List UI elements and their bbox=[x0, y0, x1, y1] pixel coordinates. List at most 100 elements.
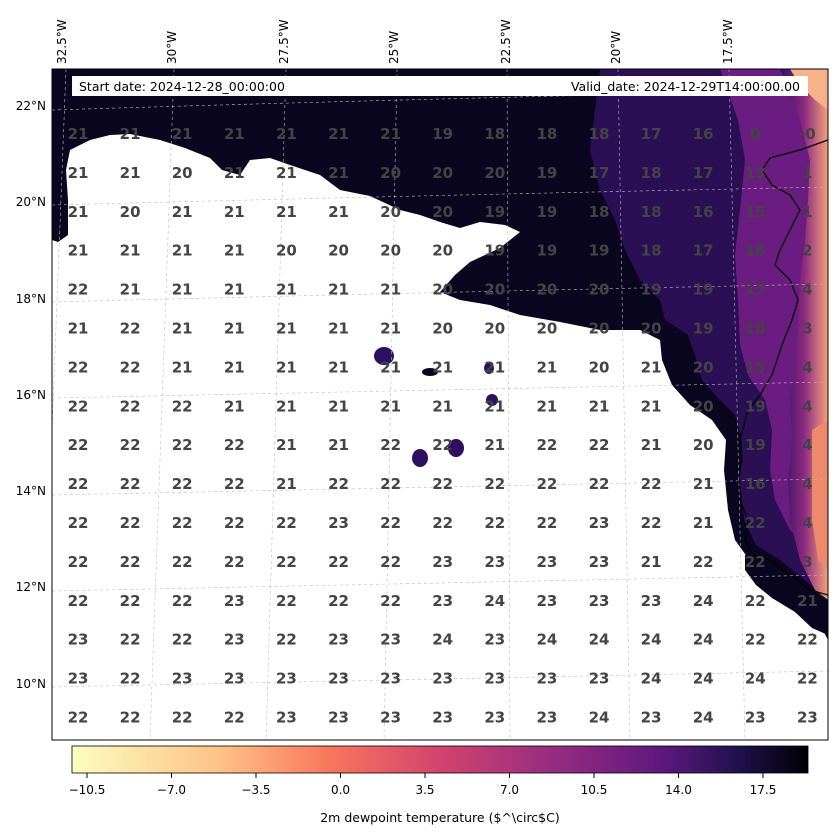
grid-value-label: 3 bbox=[802, 553, 812, 571]
grid-value-label: -0 bbox=[799, 125, 816, 143]
grid-value-label: 23 bbox=[536, 553, 557, 571]
grid-value-label: 19 bbox=[536, 242, 557, 260]
colorbar-tick-label: −7.0 bbox=[157, 783, 186, 797]
grid-value-label: 24 bbox=[432, 631, 453, 649]
colorbar-tick-label: 17.5 bbox=[750, 783, 777, 797]
grid-value-label: 18 bbox=[536, 125, 557, 143]
gridlines bbox=[52, 69, 828, 740]
grid-value-label: 23 bbox=[172, 670, 193, 688]
grid-value-label: 24 bbox=[693, 709, 714, 727]
grid-value-label: 22 bbox=[120, 475, 141, 493]
grid-value-label: 19 bbox=[432, 125, 453, 143]
grid-value-label: 23 bbox=[380, 631, 401, 649]
grid-value-label: 21 bbox=[328, 397, 349, 415]
grid-value-label: 22 bbox=[120, 358, 141, 376]
grid-value-label: 22 bbox=[589, 436, 610, 454]
grid-value-label: 22 bbox=[68, 709, 89, 727]
grid-value-label: 21 bbox=[276, 436, 297, 454]
grid-value-label: 21 bbox=[432, 397, 453, 415]
grid-value-label: 24 bbox=[693, 631, 714, 649]
grid-value-label: 0 bbox=[750, 125, 760, 143]
map-contents: 21 21 21 21 21 21 21 19 18 18 18 17 16 0 -021 21 20 21 21 2… bbox=[52, 69, 828, 740]
grid-values: 21 21 21 21 21 21 21 19 18 18 18 17 16 0 -021 21 20 21 21 2… bbox=[68, 125, 818, 727]
grid-value-label: 21 bbox=[172, 320, 193, 338]
grid-value-label: 23 bbox=[484, 631, 505, 649]
island-4 bbox=[484, 362, 494, 374]
start-date-label: Start date: 2024-12-28_00:00:00 bbox=[79, 79, 285, 94]
lon-label: 20°W bbox=[609, 31, 623, 64]
grid-value-label: 22 bbox=[693, 553, 714, 571]
grid-value-label: 20 bbox=[276, 242, 297, 260]
grid-value-label: 21 bbox=[68, 164, 89, 182]
grid-value-label: 17 bbox=[589, 164, 610, 182]
grid-value-label: 23 bbox=[432, 592, 453, 610]
grid-value-label: 4 bbox=[802, 358, 812, 376]
grid-value-label: 13 bbox=[745, 164, 766, 182]
grid-value-label: 19 bbox=[641, 281, 662, 299]
grid-value-label: 21 bbox=[276, 320, 297, 338]
lat-label: 22°N bbox=[16, 99, 46, 113]
grid-value-label: 21 bbox=[328, 320, 349, 338]
grid-value-label: 19 bbox=[536, 203, 557, 221]
grid-value-label: 23 bbox=[484, 553, 505, 571]
colorbar-ticks: −10.5 −7.0 −3.5 0.0 3.5 7.0 10.5 14.0 17.5 bbox=[69, 773, 777, 797]
grid-value-label: 21 bbox=[172, 358, 193, 376]
grid-value-label: 21 bbox=[276, 164, 297, 182]
grid-value-label: 23 bbox=[224, 670, 245, 688]
grid-value-label: 20 bbox=[484, 320, 505, 338]
grid-value-label: 19 bbox=[693, 320, 714, 338]
grid-value-label: 22 bbox=[536, 436, 557, 454]
grid-value-label: 24 bbox=[589, 631, 610, 649]
grid-value-label: 18 bbox=[589, 125, 610, 143]
grid-value-label: 21 bbox=[120, 164, 141, 182]
colorbar-label: 2m dewpoint temperature ($^\circ$C) bbox=[320, 810, 560, 825]
grid-value-label: 18 bbox=[641, 203, 662, 221]
grid-value-label: 22 bbox=[120, 670, 141, 688]
grid-value-label: 22 bbox=[797, 631, 818, 649]
grid-value-label: 20 bbox=[536, 320, 557, 338]
grid-value-label: 22 bbox=[172, 397, 193, 415]
grid-value-label: 20 bbox=[380, 164, 401, 182]
grid-value-label: 19 bbox=[745, 436, 766, 454]
valid-date-label: Valid_date: 2024-12-29T14:00:00.00 bbox=[571, 79, 800, 94]
grid-value-label: 22 bbox=[120, 397, 141, 415]
grid-value-label: 21 bbox=[641, 358, 662, 376]
grid-value-label: 2 bbox=[802, 242, 812, 260]
grid-value-label: 22 bbox=[68, 475, 89, 493]
grid-value-label: 22 bbox=[484, 514, 505, 532]
grid-value-label: 4 bbox=[802, 475, 812, 493]
grid-value-label: 22 bbox=[172, 592, 193, 610]
grid-value-label: 23 bbox=[68, 631, 89, 649]
grid-value-label: 22 bbox=[224, 514, 245, 532]
grid-value-label: 21 bbox=[380, 397, 401, 415]
grid-value-label: 4 bbox=[802, 397, 812, 415]
grid-value-label: 21 bbox=[797, 592, 818, 610]
grid-value-label: 21 bbox=[641, 397, 662, 415]
lat-label: 20°N bbox=[16, 195, 46, 209]
grid-value-label: 20 bbox=[641, 320, 662, 338]
grid-value-label: 22 bbox=[120, 436, 141, 454]
grid-value-label: 23 bbox=[484, 670, 505, 688]
grid-value-label: 19 bbox=[484, 242, 505, 260]
grid-value-label: 18 bbox=[641, 164, 662, 182]
grid-value-label: 21 bbox=[693, 514, 714, 532]
grid-value-label: 21 bbox=[380, 281, 401, 299]
map-frame bbox=[51, 68, 829, 741]
colorbar bbox=[71, 745, 809, 774]
lat-label: 12°N bbox=[16, 580, 46, 594]
grid-value-label: 22 bbox=[120, 709, 141, 727]
grid-value-label: 20 bbox=[432, 164, 453, 182]
grid-value-label: 20 bbox=[693, 436, 714, 454]
grid-value-label: 21 bbox=[589, 397, 610, 415]
grid-value-label: 21 bbox=[224, 358, 245, 376]
grid-value-label: 22 bbox=[68, 281, 89, 299]
grid-value-label: 21 bbox=[172, 203, 193, 221]
lat-label: 18°N bbox=[16, 292, 46, 306]
grid-value-label: 23 bbox=[589, 553, 610, 571]
south-coast-land bbox=[745, 555, 828, 635]
grid-value-label: 1 bbox=[802, 164, 812, 182]
grid-value-label: 21 bbox=[68, 242, 89, 260]
grid-value-label: 21 bbox=[172, 125, 193, 143]
grid-value-label: 23 bbox=[432, 709, 453, 727]
